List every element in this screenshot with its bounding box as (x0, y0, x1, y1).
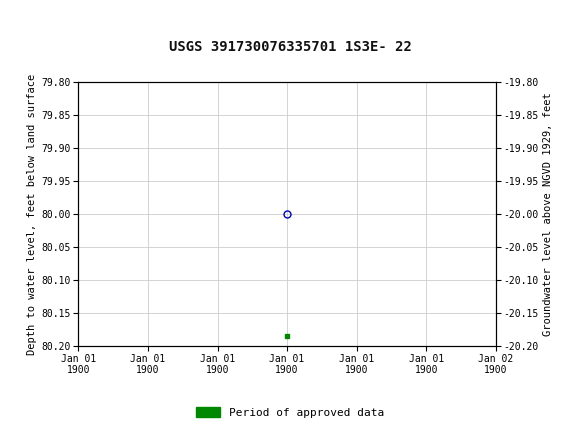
Y-axis label: Groundwater level above NGVD 1929, feet: Groundwater level above NGVD 1929, feet (543, 92, 553, 336)
Text: ≈USGS: ≈USGS (7, 12, 53, 26)
Y-axis label: Depth to water level, feet below land surface: Depth to water level, feet below land su… (27, 73, 37, 355)
Text: USGS 391730076335701 1S3E- 22: USGS 391730076335701 1S3E- 22 (169, 40, 411, 54)
Legend: Period of approved data: Period of approved data (191, 403, 389, 422)
